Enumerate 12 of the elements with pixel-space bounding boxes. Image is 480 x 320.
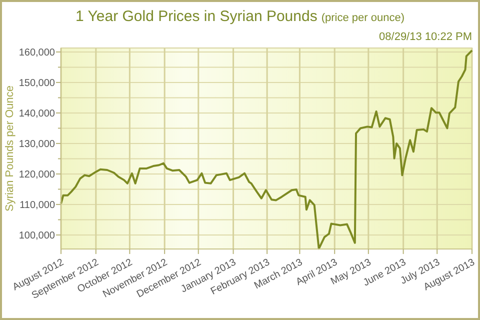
- y-tick-label: 150,000: [18, 78, 56, 89]
- y-tick-label: 140,000: [18, 108, 56, 120]
- y-tick-label: 130,000: [18, 138, 56, 150]
- text: 08/29/13 10:22 PM: [379, 31, 472, 43]
- y-tick-label: 160,000: [18, 47, 56, 58]
- chart-title: 1 Year Gold Prices in Syrian Pounds: [76, 8, 318, 25]
- y-tick-label: 100,000: [18, 230, 56, 242]
- y-tick-label: 120,000: [18, 169, 56, 180]
- y-axis-title: Syrian Pounds per Ounce: [4, 86, 16, 212]
- chart-subtitle: (price per ounce): [321, 12, 404, 24]
- y-tick-label: 110,000: [20, 200, 56, 211]
- line-series: [60, 49, 473, 250]
